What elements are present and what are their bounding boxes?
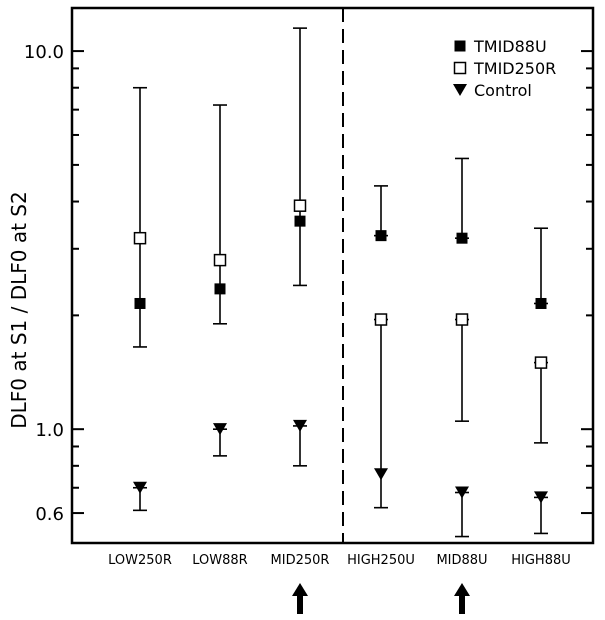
x-tick-label: MID250R [271,553,330,568]
arrow-head [454,583,470,596]
x-tick-label: MID88U [436,553,487,568]
data-point-tmid250r [374,313,388,326]
data-point-control [534,491,548,504]
y-tick-label: 10.0 [24,42,64,63]
data-point-tmid250r [534,356,548,369]
data-point-control [374,468,388,481]
legend-item: TMID88U [454,37,547,56]
legend-marker [453,84,467,96]
data-point-tmid88u [214,283,226,295]
data-point-tmid88u [375,230,387,242]
data-point-tmid250r [133,231,147,245]
legend-label: TMID88U [473,37,547,56]
arrow-shaft [459,595,465,614]
legend-label: TMID250R [473,59,556,78]
plot-frame [70,6,595,545]
error-bar [293,27,307,287]
data-point-tmid250r [213,253,227,267]
data-point-tmid88u [134,297,146,309]
error-bar [455,318,469,422]
arrow-shaft [297,595,303,614]
data-markers [133,199,548,504]
error-bar [455,491,469,538]
y-axis-right-ticks [581,50,593,544]
legend-label: Control [474,81,532,100]
data-point-control [133,481,147,494]
error-bar [534,361,548,444]
y-tick-label: 0.6 [35,504,64,525]
legend-item: TMID250R [453,59,556,78]
data-point-tmid88u [456,232,468,244]
error-bar [374,185,388,237]
x-tick-label: HIGH88U [511,553,571,568]
plot-border [70,6,595,545]
data-point-control [213,423,227,436]
data-point-tmid88u [294,215,306,227]
data-point-tmid250r [293,199,307,212]
x-tick-label: LOW88R [192,553,247,568]
x-tick-label: HIGH250U [347,553,415,568]
x-tick-label: LOW250R [108,553,172,568]
y-axis-ticks: 10.0 1.0 0.6 [24,42,84,544]
highlight-arrows [292,583,470,614]
legend: TMID88U TMID250R Control [453,37,556,100]
y-axis-label: DLF0 at S1 / DLF0 at S2 [7,191,31,428]
error-bars [133,27,548,538]
error-bar [534,227,548,305]
data-point-tmid88u [535,297,547,309]
arrow-head [292,583,308,596]
arrow-up-icon [292,583,308,614]
data-point-tmid250r [455,313,469,326]
x-axis-tick-labels: LOW250R LOW88R MID250R HIGH250U MID88U HIGH88… [108,553,571,568]
legend-item: Control [453,81,532,100]
legend-marker [453,61,467,75]
arrow-up-icon [454,583,470,614]
error-bar [455,157,469,239]
legend-marker [454,40,466,52]
y-tick-label: 1.0 [35,420,64,441]
data-point-control [455,486,469,499]
data-point-control [293,419,307,432]
